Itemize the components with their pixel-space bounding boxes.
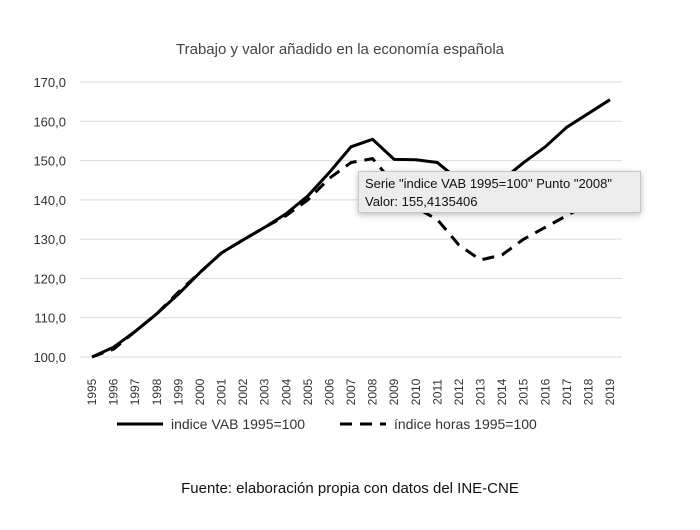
tooltip-series-line: Serie "indice VAB 1995=100" Punto "2008" <box>365 176 612 191</box>
x-tick-label: 2016 <box>538 378 552 405</box>
x-tick-label: 2011 <box>430 379 444 405</box>
legend-label: indice VAB 1995=100 <box>171 416 305 432</box>
legend-label: índice horas 1995=100 <box>394 416 537 432</box>
x-tick-label: 2010 <box>409 378 423 405</box>
x-tick-label: 2000 <box>193 378 207 405</box>
y-tick-label: 110,0 <box>34 311 66 326</box>
x-tick-label: 1998 <box>150 378 164 405</box>
tooltip-value-line: Valor: 155,4135406 <box>365 194 478 209</box>
x-tick-label: 2003 <box>258 378 272 405</box>
y-tick-label: 140,0 <box>33 193 66 208</box>
x-tick-label: 2004 <box>279 378 293 405</box>
y-tick-label: 100,0 <box>33 350 66 365</box>
y-tick-label: 170,0 <box>33 75 66 90</box>
y-tick-label: 130,0 <box>33 232 66 247</box>
x-tick-label: 2012 <box>452 378 466 405</box>
x-tick-label: 2014 <box>495 378 509 405</box>
series-line-horas[interactable] <box>91 157 611 359</box>
x-tick-label: 2002 <box>236 378 250 405</box>
y-tick-label: 160,0 <box>33 114 66 129</box>
x-tick-label: 1995 <box>85 378 99 405</box>
x-tick-label: 2019 <box>603 378 617 405</box>
x-tick-label: 1996 <box>107 378 121 405</box>
x-tick-label: 1999 <box>171 378 185 405</box>
y-tick-label: 150,0 <box>33 154 66 169</box>
data-point-tooltip: Serie "indice VAB 1995=100" Punto "2008"… <box>358 171 641 213</box>
x-tick-label: 2005 <box>301 378 315 405</box>
x-tick-label: 2009 <box>387 378 401 405</box>
source-caption: Fuente: elaboración propia con datos del… <box>181 480 519 497</box>
x-tick-label: 2007 <box>344 378 358 405</box>
x-tick-label: 2008 <box>366 378 380 405</box>
x-tick-label: 1997 <box>128 378 142 405</box>
series-line-vab[interactable] <box>91 98 611 359</box>
x-tick-label: 2017 <box>560 378 574 405</box>
chart-title: Trabajo y valor añadido en la economía e… <box>176 41 505 58</box>
x-tick-label: 2018 <box>581 378 595 405</box>
x-tick-label: 2013 <box>474 378 488 405</box>
x-tick-label: 2001 <box>215 378 229 405</box>
x-tick-label: 2006 <box>322 378 336 405</box>
line-chart: Trabajo y valor añadido en la economía e… <box>33 41 622 432</box>
y-tick-label: 120,0 <box>33 271 66 286</box>
x-tick-label: 2015 <box>517 378 531 405</box>
